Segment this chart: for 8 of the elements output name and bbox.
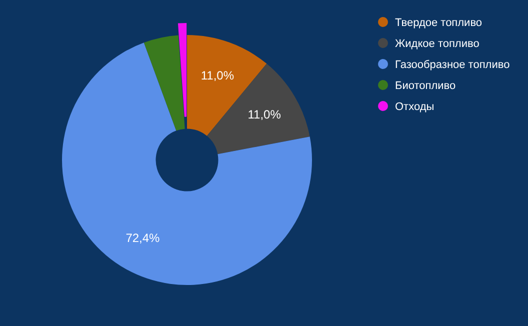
legend-label: Биотопливо (395, 80, 456, 92)
legend-label: Жидкое топливо (395, 38, 480, 50)
legend-label: Отходы (395, 101, 434, 113)
data-label: 11,0% (248, 107, 282, 122)
data-label: 11,0% (200, 68, 234, 82)
legend-label: Твердое топливо (395, 17, 482, 29)
data-label: 72,4% (126, 231, 160, 246)
legend-label: Газообразное топливо (395, 59, 510, 71)
